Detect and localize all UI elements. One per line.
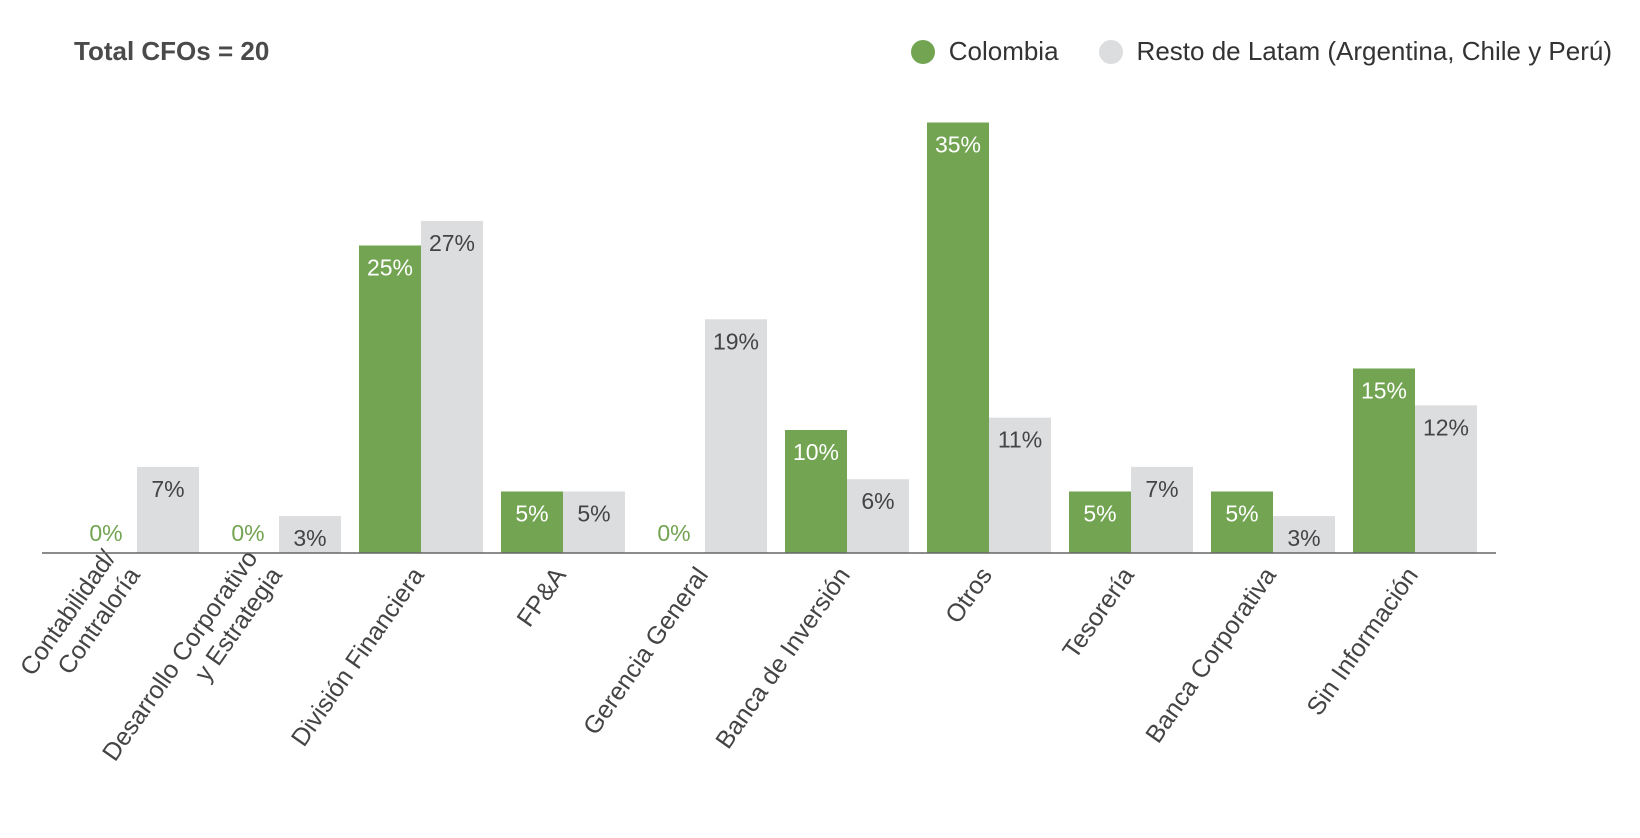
bar-colombia-3 [501, 491, 563, 553]
data-label-colombia-9: 15% [1361, 378, 1407, 404]
category-label-line: Gerencia General [578, 562, 714, 740]
bar-resto-latam-3 [563, 491, 625, 553]
data-label-colombia-7: 5% [1083, 501, 1116, 527]
legend-swatch-resto-latam [1098, 39, 1123, 64]
bar-colombia-9 [1353, 368, 1415, 553]
category-label-0: Contabilidad/Contraloría [15, 545, 146, 698]
data-label-colombia-2: 25% [367, 255, 413, 281]
data-label-colombia-5: 10% [793, 439, 839, 465]
legend-label-colombia: Colombia [948, 36, 1059, 66]
category-label-line: Tesorería [1057, 562, 1140, 664]
category-label-line: Otros [940, 562, 998, 628]
data-label-resto-latam-3: 5% [577, 501, 610, 527]
category-label-line: Sin Información [1301, 562, 1424, 720]
category-label-line: Banca de Inversión [710, 562, 856, 753]
bar-resto-latam-0 [137, 466, 199, 553]
category-label-9: Sin Información [1301, 562, 1424, 720]
data-label-resto-latam-2: 27% [429, 230, 475, 256]
data-label-colombia-3: 5% [515, 501, 548, 527]
category-label-line: División Financiera [286, 562, 430, 751]
bar-resto-latam-2 [421, 220, 483, 553]
data-label-resto-latam-7: 7% [1145, 476, 1178, 502]
category-label-line: FP&A [512, 562, 573, 632]
category-label-5: Banca de Inversión [710, 562, 856, 753]
bar-colombia-5 [785, 430, 847, 553]
data-label-resto-latam-1: 3% [293, 525, 326, 551]
legend-swatch-colombia [910, 39, 935, 64]
bar-colombia-8 [1211, 491, 1273, 553]
category-label-line: Banca Corporativa [1140, 562, 1282, 748]
legend-item-resto-latam: Resto de Latam (Argentina, Chile y Perú) [1098, 36, 1612, 67]
data-label-colombia-4: 0% [657, 520, 690, 546]
bar-resto-latam-4 [705, 319, 767, 553]
category-label-7: Tesorería [1057, 562, 1140, 664]
data-label-resto-latam-9: 12% [1423, 414, 1469, 440]
data-label-resto-latam-5: 6% [861, 488, 894, 514]
data-label-colombia-6: 35% [935, 132, 981, 158]
legend: Colombia Resto de Latam (Argentina, Chil… [871, 36, 1612, 67]
data-label-colombia-0: 0% [89, 520, 122, 546]
category-label-2: División Financiera [286, 562, 430, 751]
data-label-resto-latam-8: 3% [1287, 525, 1320, 551]
bar-resto-latam-6 [989, 417, 1051, 553]
category-label-8: Banca Corporativa [1140, 562, 1282, 748]
category-label-6: Otros [940, 562, 998, 628]
data-label-resto-latam-0: 7% [151, 476, 184, 502]
bar-resto-latam-9 [1415, 405, 1477, 553]
data-label-resto-latam-4: 19% [713, 328, 759, 354]
data-label-colombia-8: 5% [1225, 501, 1258, 527]
data-label-colombia-1: 0% [231, 520, 264, 546]
legend-label-resto-latam: Resto de Latam (Argentina, Chile y Perú) [1136, 36, 1612, 66]
bar-resto-latam-7 [1131, 466, 1193, 553]
bar-colombia-6 [927, 122, 989, 553]
bar-colombia-7 [1069, 491, 1131, 553]
data-label-resto-latam-6: 11% [998, 427, 1042, 453]
category-label-4: Gerencia General [578, 562, 714, 740]
category-label-3: FP&A [512, 562, 573, 632]
bar-resto-latam-1 [279, 516, 341, 553]
bar-resto-latam-5 [847, 479, 909, 553]
legend-item-colombia: Colombia [910, 36, 1059, 67]
bar-resto-latam-8 [1273, 516, 1335, 553]
chart-title: Total CFOs = 20 [74, 36, 270, 66]
bar-colombia-2 [359, 245, 421, 553]
